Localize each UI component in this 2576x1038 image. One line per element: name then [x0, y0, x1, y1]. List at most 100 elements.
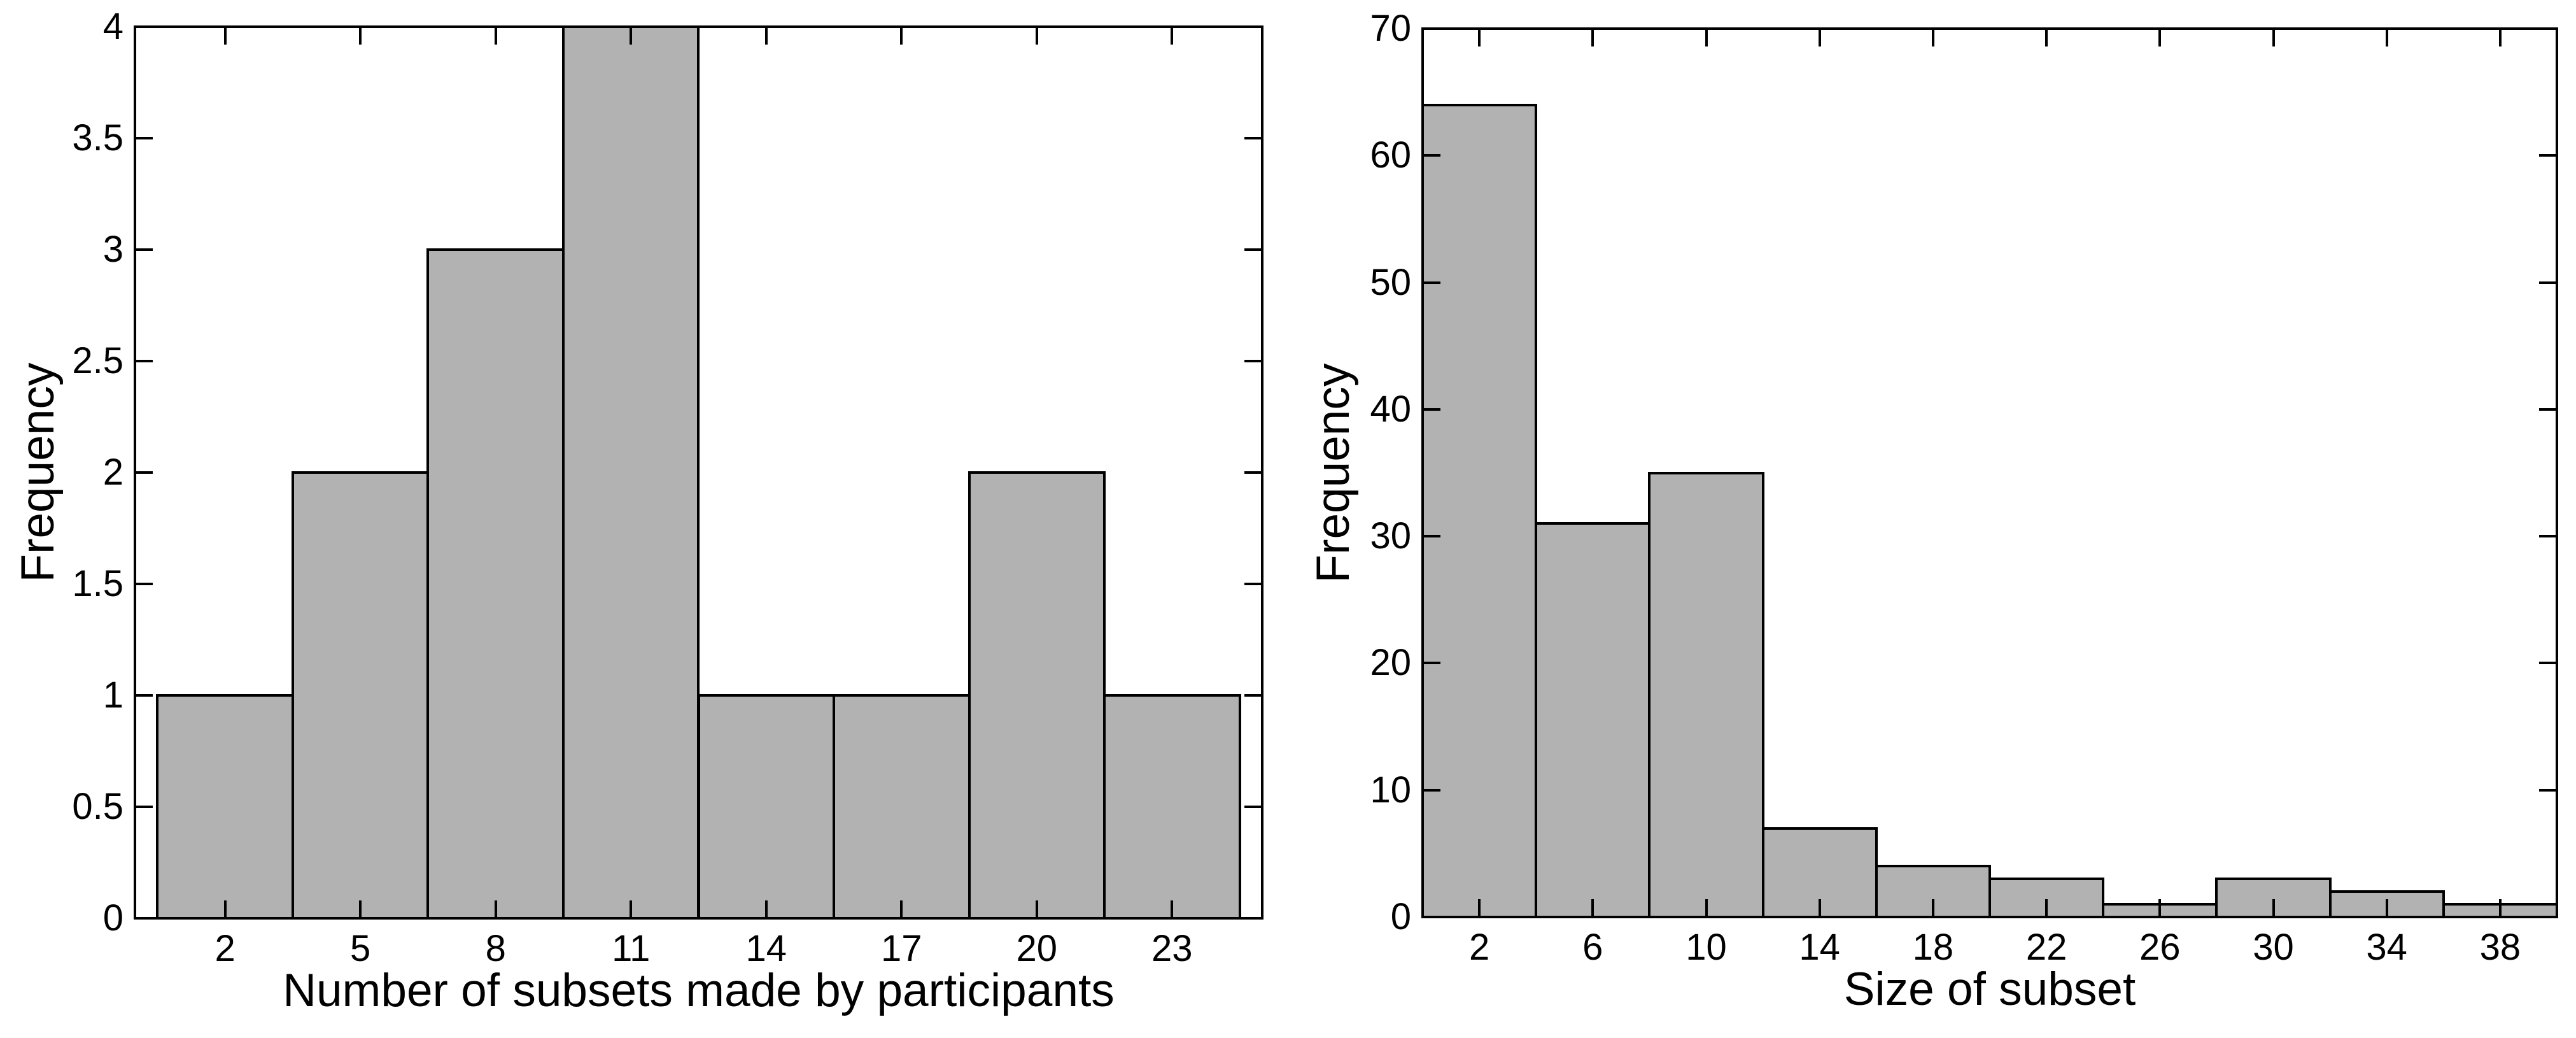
tick-mark [135, 248, 153, 251]
tick-mark [1244, 806, 1262, 808]
tick-mark [1591, 899, 1594, 917]
histogram-bar [833, 694, 971, 920]
tick-mark [135, 471, 153, 474]
tick-mark [1423, 916, 1440, 918]
tick-mark [223, 27, 227, 45]
histogram-bar [968, 471, 1106, 920]
y-tick-label: 3.5 [72, 117, 123, 159]
tick-mark [135, 25, 153, 28]
y-tick-label: 3 [102, 229, 123, 270]
tick-mark [2539, 916, 2557, 918]
tick-mark [1423, 788, 1440, 792]
x-tick-label: 26 [2139, 927, 2181, 968]
tick-mark [135, 583, 153, 585]
tick-mark [1244, 471, 1262, 474]
tick-mark [1931, 29, 1934, 46]
tick-mark [1035, 900, 1038, 918]
tick-mark [764, 27, 768, 45]
tick-mark [1931, 899, 1934, 917]
left-plot-area: 2 5 8 11 14 17 20 23 0 0.5 1 1.5 2 2.5 3 3.5 4 [72, 8, 1263, 968]
y-tick-label: 20 [1370, 642, 1411, 684]
histogram-bar [1648, 471, 1764, 918]
tick-mark [764, 900, 768, 918]
x-tick-label: 2 [1468, 927, 1490, 968]
tick-mark [2539, 281, 2557, 284]
y-tick-label: 0 [102, 897, 123, 939]
x-tick-label: 20 [1016, 928, 1058, 969]
y-tick-label: 70 [1370, 8, 1411, 49]
x-tick-label: 5 [350, 928, 371, 969]
tick-mark [630, 900, 633, 918]
y-tick-label: 30 [1370, 515, 1411, 557]
tick-mark [1244, 25, 1262, 28]
tick-mark [1244, 137, 1262, 139]
y-tick-label: 10 [1370, 769, 1411, 811]
y-tick-label: 40 [1370, 388, 1411, 430]
tick-mark [2158, 899, 2162, 917]
y-tick-label: 1 [102, 674, 123, 716]
tick-mark [359, 27, 362, 45]
y-tick-label: 60 [1370, 134, 1411, 176]
x-tick-label: 30 [2253, 927, 2294, 968]
tick-mark [2539, 788, 2557, 792]
tick-mark [135, 137, 153, 139]
tick-mark [2045, 899, 2048, 917]
x-tick-label: 23 [1151, 928, 1193, 969]
y-tick-label: 0 [1390, 896, 1411, 937]
histogram-bar [1421, 103, 1538, 918]
y-tick-label: 4 [102, 6, 123, 47]
histogram-bar [291, 471, 430, 920]
tick-mark [1478, 899, 1481, 917]
tick-mark [1705, 29, 1708, 46]
x-tick-label: 14 [1799, 927, 1840, 968]
histogram-bar [1535, 522, 1651, 918]
tick-mark [900, 900, 903, 918]
tick-mark [494, 27, 497, 45]
tick-mark [2539, 408, 2557, 411]
tick-mark [2498, 899, 2502, 917]
x-tick-label: 6 [1582, 927, 1603, 968]
x-tick-label: 22 [2025, 927, 2067, 968]
y-tick-label: 0.5 [72, 786, 123, 827]
tick-mark [2539, 154, 2557, 157]
y-tick-label: 2 [102, 451, 123, 493]
tick-mark [1244, 248, 1262, 251]
x-tick-label: 18 [1912, 927, 1954, 968]
tick-mark [2385, 899, 2388, 917]
histogram-bar [2215, 878, 2332, 918]
tick-mark [2498, 29, 2502, 46]
tick-mark [359, 900, 362, 918]
x-tick-label: 11 [612, 928, 651, 969]
tick-mark [1244, 694, 1262, 697]
tick-mark [1423, 281, 1440, 284]
tick-mark [223, 900, 227, 918]
right-plot-area: 2 6 10 14 18 22 26 30 34 38 0 10 20 30 40 50 60 70 [1370, 10, 2558, 967]
tick-mark [2539, 662, 2557, 665]
tick-mark [135, 360, 153, 362]
tick-mark [1705, 899, 1708, 917]
tick-mark [494, 900, 497, 918]
tick-mark [1244, 583, 1262, 585]
histogram-bar [697, 694, 836, 920]
tick-mark [135, 917, 153, 920]
histogram-bar [1103, 694, 1241, 920]
tick-mark [2272, 899, 2275, 917]
tick-mark [1035, 27, 1038, 45]
tick-mark [1818, 29, 1821, 46]
tick-mark [1423, 27, 1440, 30]
y-tick-label: 50 [1370, 261, 1411, 303]
histogram-bar [426, 248, 565, 920]
tick-mark [2539, 27, 2557, 30]
x-tick-label: 8 [485, 928, 506, 969]
tick-mark [1818, 899, 1821, 917]
left-x-axis-title: Number of subsets made by participants [283, 965, 1115, 1016]
right-x-axis-title: Size of subset [1843, 963, 2136, 1015]
tick-mark [630, 27, 633, 45]
x-tick-label: 34 [2366, 927, 2407, 968]
tick-mark [135, 806, 153, 808]
x-tick-label: 10 [1686, 927, 1727, 968]
x-tick-label: 38 [2479, 927, 2521, 968]
x-tick-label: 17 [881, 928, 922, 969]
